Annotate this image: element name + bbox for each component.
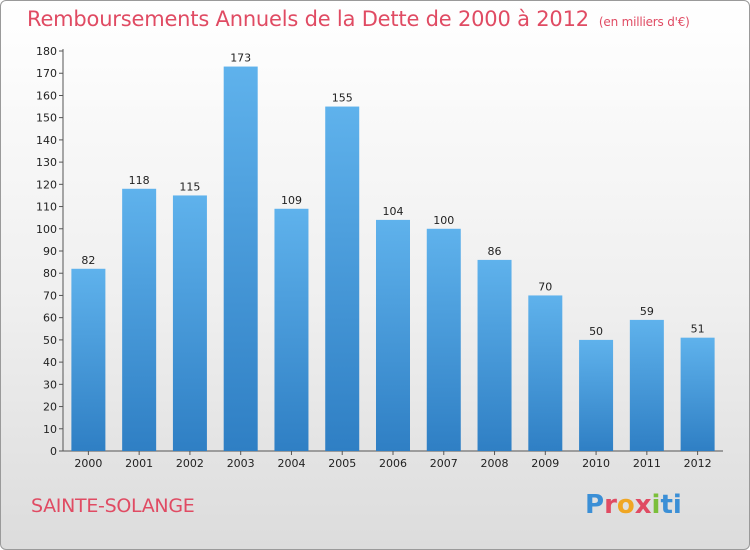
- x-tick-label: 2001: [125, 457, 153, 470]
- y-tick-label: 170: [36, 67, 57, 80]
- data-label-2002: 115: [179, 180, 200, 193]
- y-tick-label: 110: [36, 201, 57, 214]
- y-tick-label: 120: [36, 178, 57, 191]
- y-tick-label: 140: [36, 134, 57, 147]
- x-tick-label: 2007: [430, 457, 458, 470]
- x-tick-label: 2010: [582, 457, 610, 470]
- bar-2007: [426, 228, 461, 451]
- bar-2009: [528, 295, 563, 451]
- x-tick-label: 2011: [633, 457, 661, 470]
- brand-letter: r: [604, 490, 617, 520]
- brand-letter: i: [672, 490, 682, 520]
- y-tick-label: 100: [36, 223, 57, 236]
- y-tick-label: 50: [43, 334, 57, 347]
- data-label-2004: 109: [281, 194, 302, 207]
- data-label-2005: 155: [332, 92, 353, 105]
- data-label-2009: 70: [538, 280, 552, 293]
- x-tick-label: 2008: [481, 457, 509, 470]
- x-tick-label: 2002: [176, 457, 204, 470]
- data-label-2006: 104: [383, 205, 404, 218]
- y-tick-label: 160: [36, 89, 57, 102]
- y-tick-label: 150: [36, 112, 57, 125]
- y-tick-label: 130: [36, 156, 57, 169]
- x-tick-label: 2004: [277, 457, 305, 470]
- x-tick-label: 2000: [74, 457, 102, 470]
- place-name: SAINTE-SOLANGE: [31, 495, 195, 517]
- bar-2001: [122, 188, 157, 451]
- bar-2002: [172, 195, 207, 451]
- y-tick-label: 70: [43, 289, 57, 302]
- x-tick-label: 2006: [379, 457, 407, 470]
- data-label-2001: 118: [129, 174, 150, 187]
- bar-2012: [680, 337, 715, 451]
- data-label-2011: 59: [640, 305, 654, 318]
- x-tick-label: 2009: [531, 457, 559, 470]
- y-tick-label: 0: [50, 445, 57, 458]
- y-tick-label: 80: [43, 267, 57, 280]
- x-tick-label: 2012: [684, 457, 712, 470]
- x-tick-label: 2005: [328, 457, 356, 470]
- brand-letter: P: [585, 490, 605, 520]
- brand-letter: i: [651, 490, 661, 520]
- y-tick-label: 20: [43, 401, 57, 414]
- data-label-2012: 51: [691, 323, 705, 336]
- bar-2003: [223, 66, 258, 452]
- brand-letter: o: [616, 490, 635, 520]
- bar-2011: [629, 319, 664, 451]
- bar-2008: [477, 259, 512, 451]
- chart-subtitle: (en milliers d'€): [598, 15, 690, 29]
- y-tick-label: 40: [43, 356, 57, 369]
- x-tick-label: 2003: [227, 457, 255, 470]
- bar-2004: [274, 208, 309, 451]
- bar-2006: [376, 219, 410, 451]
- brand-logo[interactable]: Proxiti: [585, 490, 682, 520]
- data-label-2003: 173: [230, 52, 251, 65]
- bar-2000: [71, 268, 106, 451]
- bar-2010: [579, 339, 614, 451]
- chart-title: Remboursements Annuels de la Dette de 20…: [27, 7, 690, 31]
- data-label-2010: 50: [589, 325, 603, 338]
- y-tick-label: 180: [36, 45, 57, 58]
- y-tick-label: 10: [43, 423, 57, 436]
- y-tick-label: 90: [43, 245, 57, 258]
- data-label-2000: 82: [81, 254, 95, 267]
- data-label-2007: 100: [433, 214, 454, 227]
- y-tick-label: 30: [43, 378, 57, 391]
- brand-letter: x: [634, 490, 652, 520]
- bar-2005: [325, 106, 360, 452]
- data-label-2008: 86: [488, 245, 502, 258]
- brand-letter: t: [660, 490, 673, 520]
- y-tick-label: 60: [43, 312, 57, 325]
- chart-title-text: Remboursements Annuels de la Dette de 20…: [27, 7, 589, 31]
